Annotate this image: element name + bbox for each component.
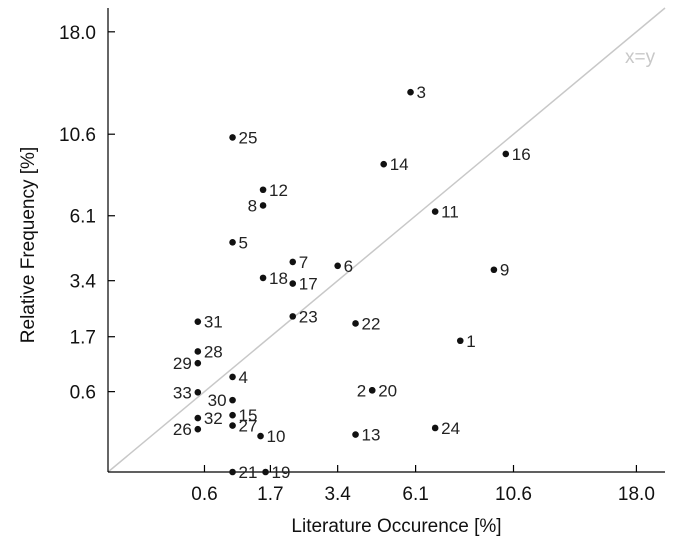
data-point-21	[229, 468, 236, 476]
data-point-10	[257, 432, 264, 440]
data-point-label-30: 30	[208, 391, 227, 410]
data-point-label-12: 12	[269, 181, 288, 200]
y-tick-label: 18.0	[59, 23, 96, 44]
data-point-label-25: 25	[239, 128, 258, 147]
y-tick-label: 3.4	[70, 272, 97, 293]
data-point-26	[194, 425, 202, 433]
data-point-label-14: 14	[390, 155, 409, 174]
data-point-label-10: 10	[267, 427, 286, 446]
data-point-label-1: 1	[466, 332, 475, 351]
data-point-label-27: 27	[239, 417, 258, 436]
data-point-label-22: 22	[362, 314, 381, 333]
data-point-label-19: 19	[272, 463, 291, 482]
data-point-label-20: 20	[378, 381, 397, 400]
data-point-30	[229, 396, 236, 404]
data-point-label-23: 23	[299, 307, 318, 326]
data-point-label-15: 15	[239, 406, 258, 425]
y-axis-title: Relative Frequency [%]	[18, 147, 39, 343]
x-tick-label: 3.4	[324, 484, 351, 505]
data-point-label-16: 16	[512, 145, 531, 164]
x-tick-label: 6.1	[402, 484, 428, 505]
data-point-label-2: 2	[357, 381, 366, 400]
data-point-label-6: 6	[344, 257, 353, 276]
data-point-31	[194, 318, 202, 325]
data-point-14	[380, 160, 388, 168]
data-point-17	[289, 280, 297, 287]
data-point-label-32: 32	[204, 409, 223, 428]
data-point-label-17: 17	[299, 275, 318, 294]
data-point-25	[229, 134, 236, 141]
data-point-label-26: 26	[173, 420, 192, 439]
data-point-33	[194, 389, 202, 396]
data-point-32	[194, 414, 202, 422]
data-point-label-8: 8	[248, 196, 257, 215]
data-point-20	[368, 387, 376, 394]
data-point-1	[456, 337, 464, 345]
data-point-23	[289, 313, 297, 320]
data-point-label-11: 11	[441, 203, 459, 222]
data-point-19	[262, 468, 269, 476]
data-point-5	[229, 239, 236, 246]
x-tick-label: 0.6	[191, 484, 217, 505]
data-point-24	[431, 424, 439, 432]
data-point-label-13: 13	[362, 426, 381, 445]
y-tick-label: 0.6	[70, 383, 96, 404]
data-point-label-21: 21	[239, 463, 258, 482]
data-point-label-7: 7	[299, 253, 308, 272]
data-point-15	[229, 411, 236, 419]
reference-line-x-equals-y	[107, 7, 666, 473]
data-point-18	[259, 274, 267, 282]
data-point-12	[259, 186, 267, 194]
data-point-13	[352, 431, 359, 438]
data-point-label-24: 24	[441, 419, 460, 438]
reference-line-label: x=y	[625, 47, 656, 68]
data-point-16	[502, 150, 510, 158]
data-point-label-9: 9	[500, 261, 509, 280]
data-point-label-4: 4	[239, 368, 248, 387]
data-point-label-29: 29	[173, 354, 192, 373]
data-point-22	[352, 320, 359, 327]
x-axis-title: Literature Occurence [%]	[291, 516, 501, 537]
data-point-label-28: 28	[204, 342, 223, 361]
data-point-11	[431, 208, 439, 215]
y-tick-label: 10.6	[59, 125, 96, 146]
data-point-27	[229, 422, 236, 429]
y-tick-label: 6.1	[70, 207, 96, 228]
data-point-3	[407, 88, 414, 96]
data-point-6	[334, 262, 341, 270]
data-point-label-33: 33	[173, 383, 192, 402]
x-tick-label: 18.0	[618, 484, 655, 505]
data-point-label-3: 3	[417, 83, 426, 102]
data-point-9	[490, 266, 498, 274]
data-point-4	[229, 373, 236, 381]
data-point-8	[259, 202, 267, 209]
data-point-label-31: 31	[204, 313, 223, 332]
data-point-7	[289, 258, 297, 266]
data-point-29	[194, 359, 202, 367]
data-point-28	[194, 348, 202, 355]
data-point-label-5: 5	[239, 233, 248, 252]
x-tick-label: 10.6	[495, 484, 532, 505]
data-point-label-18: 18	[269, 269, 288, 288]
y-tick-label: 1.7	[70, 328, 96, 349]
x-tick-label: 1.7	[257, 484, 283, 505]
